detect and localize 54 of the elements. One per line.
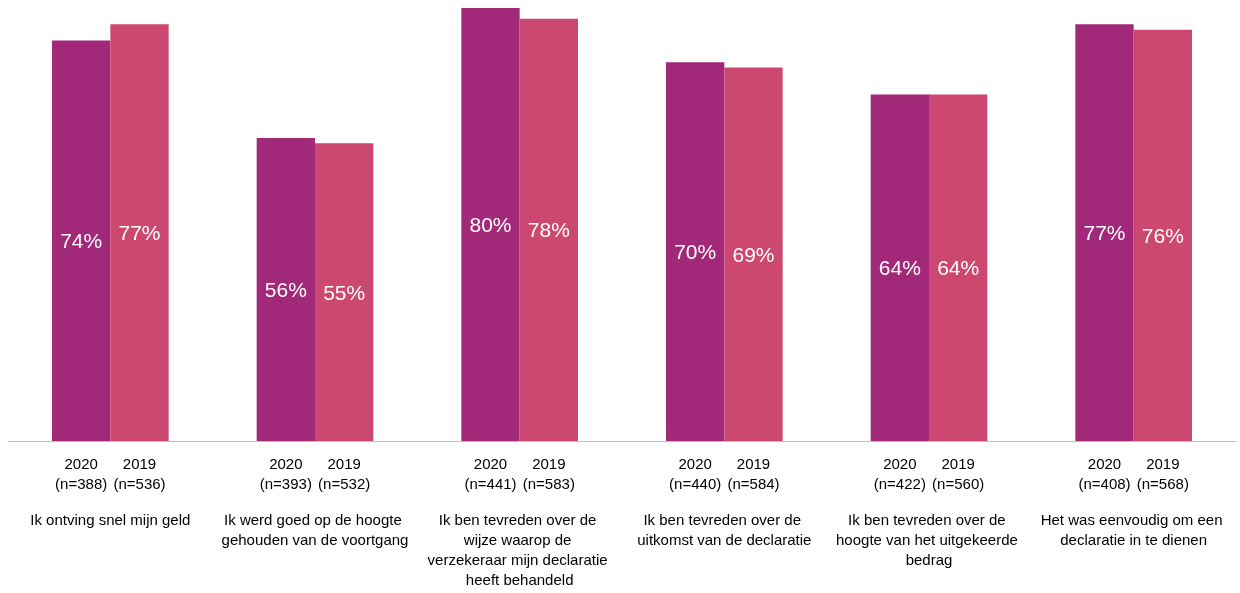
annotation: (n=440) — [669, 474, 722, 492]
annotation: (n=560) — [932, 474, 985, 492]
series-label: 2020 — [64, 454, 98, 472]
bar — [461, 8, 520, 441]
x-tick-label: Ik ben tevreden over de hoogte van het uitgekeerde bedrag — [836, 510, 1022, 568]
annotation: (n=441) — [464, 474, 517, 492]
bar — [724, 67, 783, 441]
bar — [256, 137, 315, 441]
data-label: 69% — [732, 242, 775, 266]
bar — [929, 94, 988, 441]
text: 2020 — [883, 454, 917, 472]
text: 2020 — [678, 454, 712, 472]
text: 2020 — [269, 454, 303, 472]
bar — [666, 62, 725, 441]
data-label: 64% — [878, 256, 921, 280]
text: 2019 — [532, 454, 566, 472]
annotation: (n=532) — [318, 474, 371, 492]
annotation: (n=388) — [55, 474, 108, 492]
data-label: 76% — [1141, 223, 1184, 247]
series-label: 2019 — [122, 454, 157, 472]
data-label: 80% — [469, 213, 512, 236]
x-tick-label: Ik ontving snel mijn geld — [30, 510, 191, 528]
text: 2019 — [327, 454, 361, 472]
text: 2019 — [941, 454, 975, 472]
text: 2020 — [473, 454, 508, 472]
data-label: 74% — [60, 229, 103, 253]
bar — [315, 143, 374, 441]
x-tick-label: Ik werd goed op de hoogte gehouden van de voortgang — [221, 510, 409, 548]
x-tick-label: Het was eenvoudig om een declaratie in te dienen — [1040, 510, 1227, 548]
x-tick-label: Ik ben tevreden over de uitkomst van de declaratie — [637, 510, 812, 548]
bar — [1133, 29, 1192, 441]
x-tick-label: Ik ben tevreden over de wijze waarop de verzekeraar mijn declaratie heeft behandeld — [427, 510, 612, 588]
text: 2020 — [1087, 454, 1122, 472]
text: 2019 — [736, 454, 771, 472]
data-label: 55% — [323, 280, 366, 304]
annotation: (n=422) — [873, 474, 926, 492]
data-label: 77% — [118, 221, 161, 245]
bar — [870, 94, 929, 441]
annotation: (n=584) — [727, 474, 780, 492]
data-label: 56% — [264, 277, 307, 301]
bar — [110, 24, 169, 441]
annotation: (n=568) — [1136, 474, 1189, 492]
bar — [1075, 24, 1134, 441]
annotation: (n=408) — [1078, 474, 1131, 492]
annotation: (n=583) — [522, 474, 575, 492]
bar — [52, 40, 111, 441]
data-label: 70% — [674, 240, 717, 264]
text: 2019 — [1146, 454, 1180, 472]
annotation: (n=536) — [113, 474, 166, 492]
data-label: 77% — [1083, 221, 1126, 245]
bar — [519, 18, 578, 441]
annotation: (n=393) — [259, 474, 312, 492]
data-label: 64% — [937, 256, 980, 280]
data-label: 78% — [527, 218, 570, 242]
